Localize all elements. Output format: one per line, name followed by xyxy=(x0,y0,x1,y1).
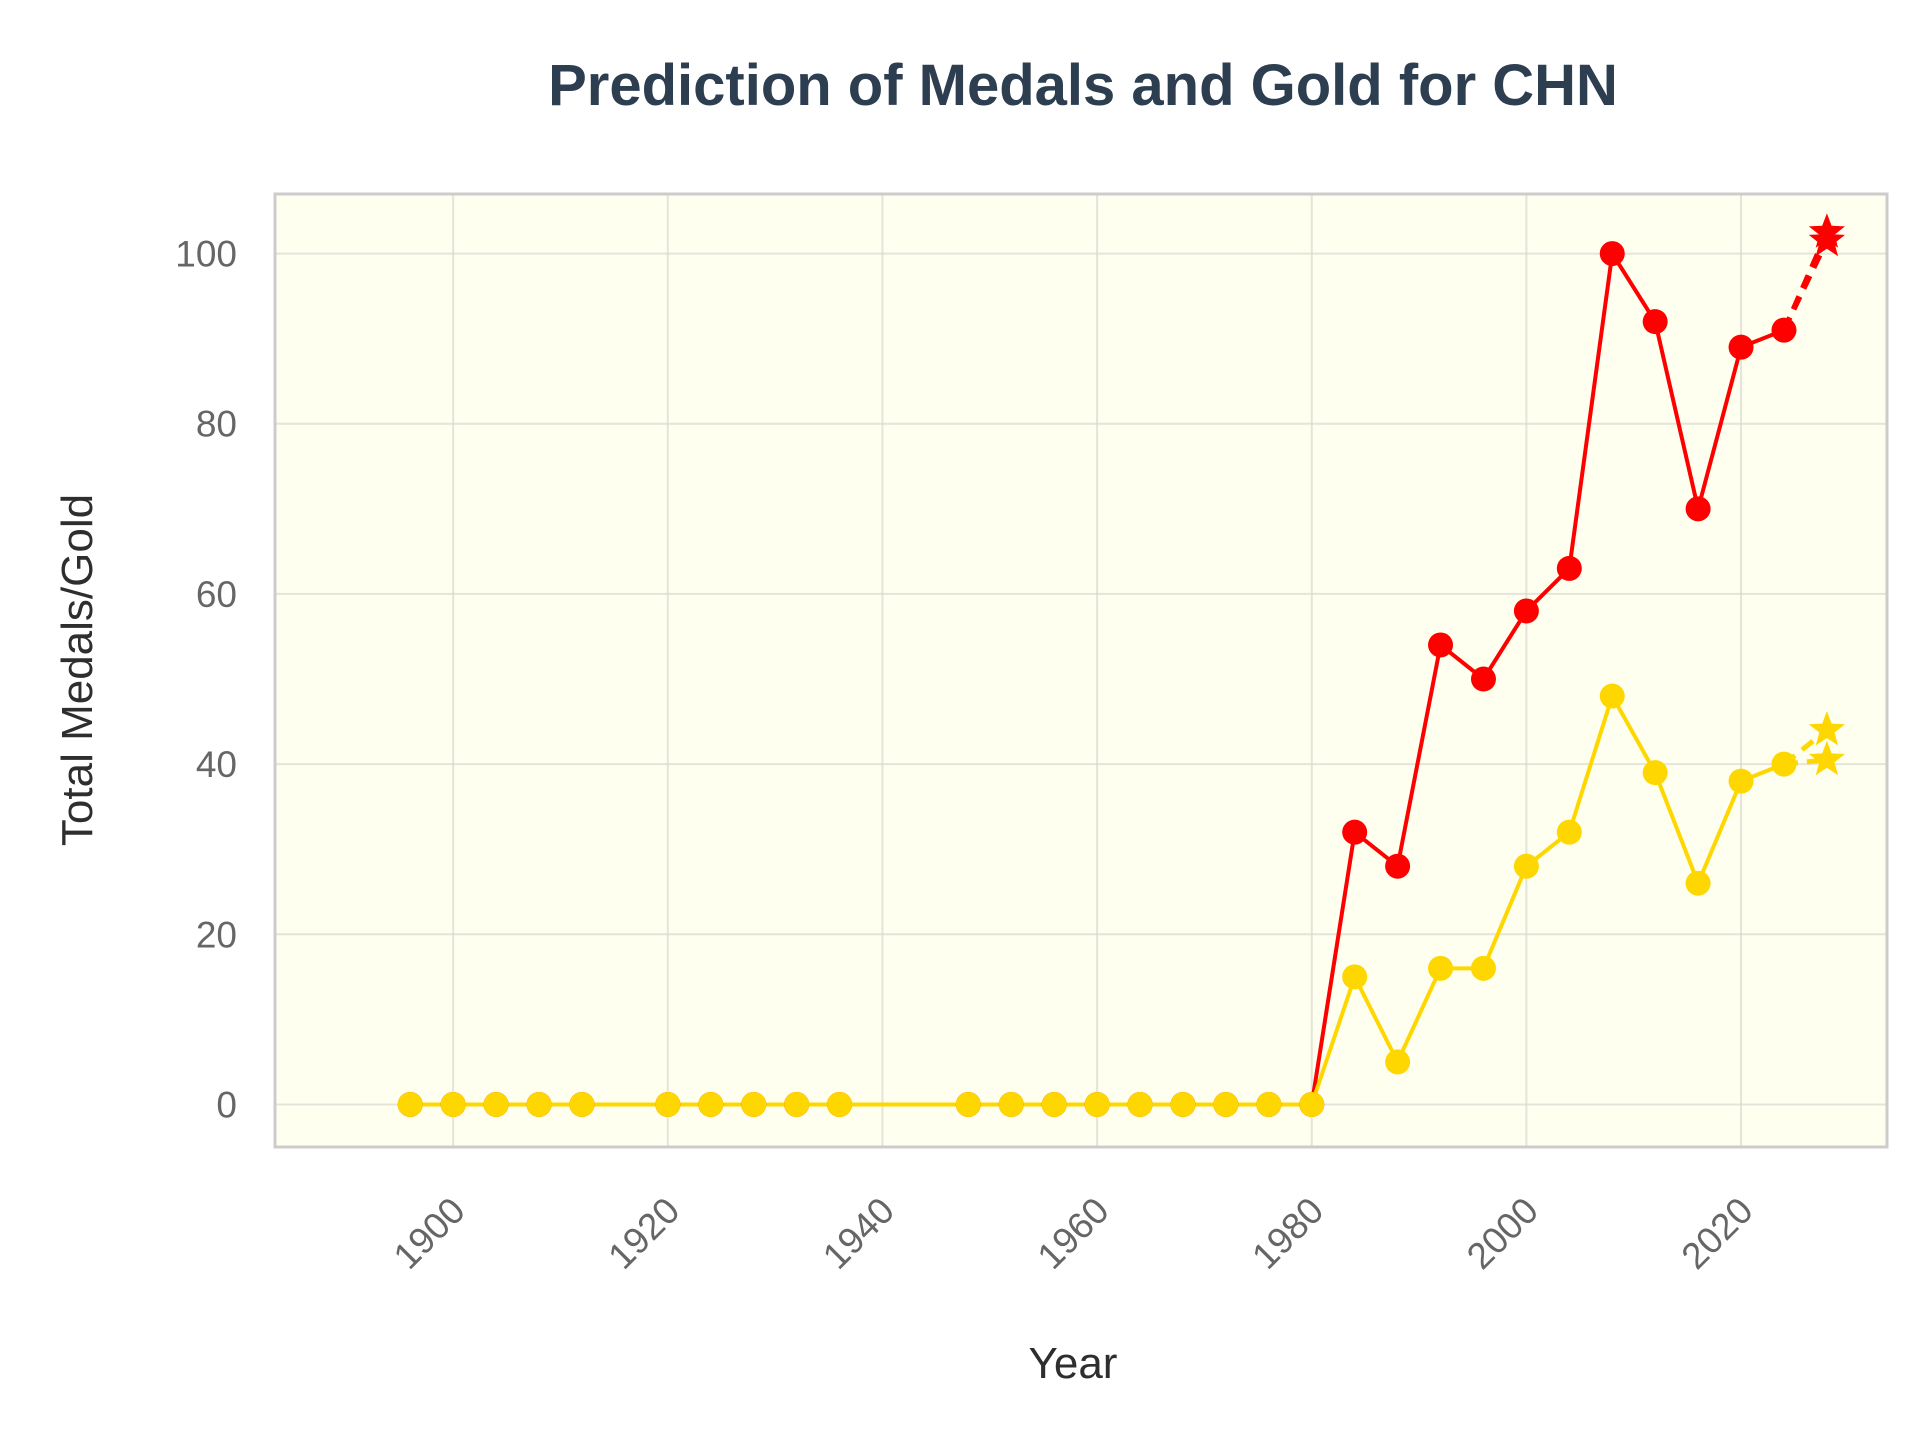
gold-point xyxy=(784,1091,810,1117)
total-point xyxy=(1342,819,1368,845)
gold-point xyxy=(1771,751,1797,777)
gold-prediction-star xyxy=(1808,740,1845,776)
gold-point xyxy=(1642,760,1668,786)
gold-point xyxy=(1385,1049,1411,1075)
total-point xyxy=(1470,666,1496,692)
gold-point xyxy=(998,1091,1024,1117)
gold-point xyxy=(397,1091,423,1117)
gold-point xyxy=(1299,1091,1325,1117)
gold-point xyxy=(483,1091,509,1117)
gold-point xyxy=(741,1091,767,1117)
gold-point xyxy=(1256,1091,1282,1117)
y-tick-label: 80 xyxy=(196,404,237,445)
gold-point xyxy=(1213,1091,1239,1117)
gold-point xyxy=(655,1091,681,1117)
gold-point xyxy=(1513,853,1539,879)
y-axis-label: Total Medals/Gold xyxy=(53,494,102,846)
y-tick-label: 20 xyxy=(196,914,237,955)
x-axis-label: Year xyxy=(1029,1339,1118,1388)
gold-point xyxy=(1084,1091,1110,1117)
total-prediction-star xyxy=(1808,221,1845,257)
gold-point xyxy=(1728,768,1754,794)
total-point xyxy=(1428,632,1454,658)
total-point xyxy=(1385,853,1411,879)
chart-title: Prediction of Medals and Gold for CHN xyxy=(548,53,1618,118)
total-point xyxy=(1642,309,1668,335)
gold-point xyxy=(440,1091,466,1117)
total-point xyxy=(1771,317,1797,343)
gold-prediction-star xyxy=(1808,711,1845,746)
gold-point xyxy=(827,1091,853,1117)
gold-point xyxy=(955,1091,981,1117)
gold-line xyxy=(410,694,1785,1107)
y-tick-label: 0 xyxy=(216,1084,237,1125)
plot-frame xyxy=(273,192,1889,1149)
gold-point xyxy=(1041,1091,1067,1117)
total-point xyxy=(1728,334,1754,360)
total-point xyxy=(1556,555,1582,581)
gold-point xyxy=(1685,870,1711,896)
gold-point xyxy=(1170,1091,1196,1117)
gold-point xyxy=(1470,955,1496,981)
y-tick-label: 100 xyxy=(175,234,237,275)
y-tick-labels: 0 20 40 60 80 100 xyxy=(175,234,237,1126)
gold-point xyxy=(569,1091,595,1117)
gold-point xyxy=(1556,819,1582,845)
gold-point xyxy=(1599,683,1625,709)
plot-area xyxy=(275,194,1887,1147)
y-tick-label: 40 xyxy=(196,744,237,785)
gold-point xyxy=(1342,964,1368,990)
total-prediction-line xyxy=(1781,239,1830,332)
total-point xyxy=(1513,598,1539,624)
total-point xyxy=(1599,241,1625,267)
gold-point xyxy=(1127,1091,1153,1117)
y-tick-label: 60 xyxy=(196,574,237,615)
series-lines xyxy=(410,251,1785,1107)
gold-point xyxy=(526,1091,552,1117)
total-point xyxy=(1685,496,1711,522)
gold-point xyxy=(698,1091,724,1117)
data-points xyxy=(397,213,1845,1117)
gold-point xyxy=(1428,955,1454,981)
